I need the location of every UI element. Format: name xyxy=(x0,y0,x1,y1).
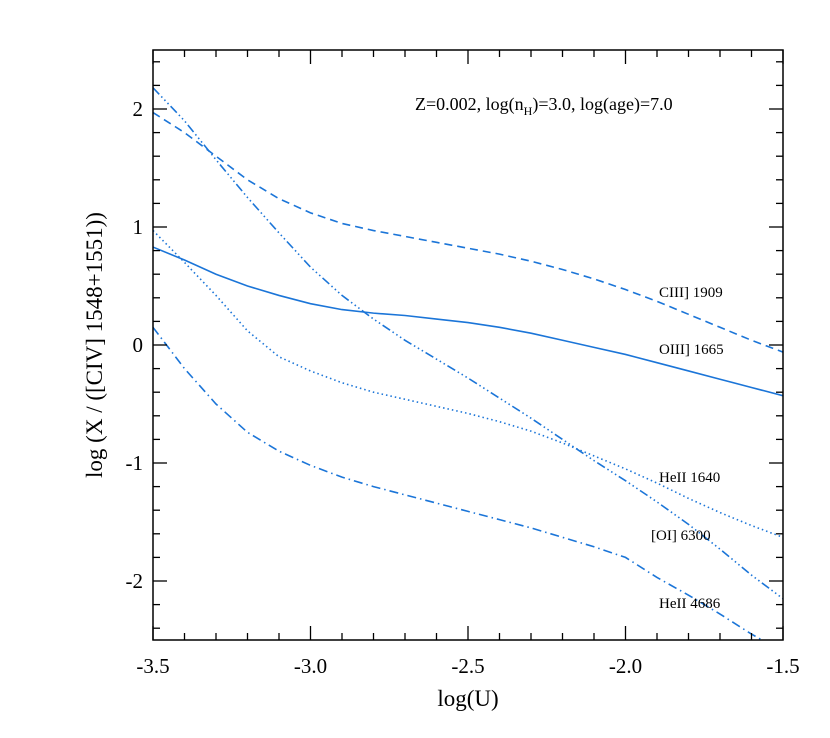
line-label: HeII 4686 xyxy=(659,596,721,612)
y-tick-label: -2 xyxy=(126,569,144,593)
y-tick-label: 0 xyxy=(133,333,144,357)
series-line xyxy=(153,229,783,539)
line-label: OIII] 1665 xyxy=(659,342,724,358)
x-tick-label: -3.5 xyxy=(136,654,169,678)
plot-area xyxy=(153,87,783,640)
y-axis-title: log (X / ([CIV] 1548+1551)) xyxy=(82,212,107,478)
x-tick-label: -1.5 xyxy=(766,654,799,678)
series-line xyxy=(153,111,783,353)
line-label: CIII] 1909 xyxy=(659,285,723,301)
annotation-subscript: H xyxy=(524,104,533,118)
x-tick-label: -3.0 xyxy=(294,654,327,678)
y-tick-label: 1 xyxy=(133,215,144,239)
annotation-text: Z=0.002, log(n xyxy=(415,94,524,115)
line-label: HeII 1640 xyxy=(659,470,720,486)
series-line xyxy=(153,246,783,397)
line-label: [OI] 6300 xyxy=(651,528,711,544)
annotation: Z=0.002, log(nH)=3.0, log(age)=7.0 xyxy=(415,94,673,118)
x-tick-label: -2.0 xyxy=(609,654,642,678)
x-axis-title: log(U) xyxy=(437,686,498,711)
annotation-text: )=3.0, log(age)=7.0 xyxy=(532,94,672,115)
series-line xyxy=(153,326,764,640)
y-tick-label: -1 xyxy=(126,451,144,475)
series-line xyxy=(153,87,783,600)
y-tick-label: 2 xyxy=(133,97,144,121)
x-tick-label: -2.5 xyxy=(451,654,484,678)
